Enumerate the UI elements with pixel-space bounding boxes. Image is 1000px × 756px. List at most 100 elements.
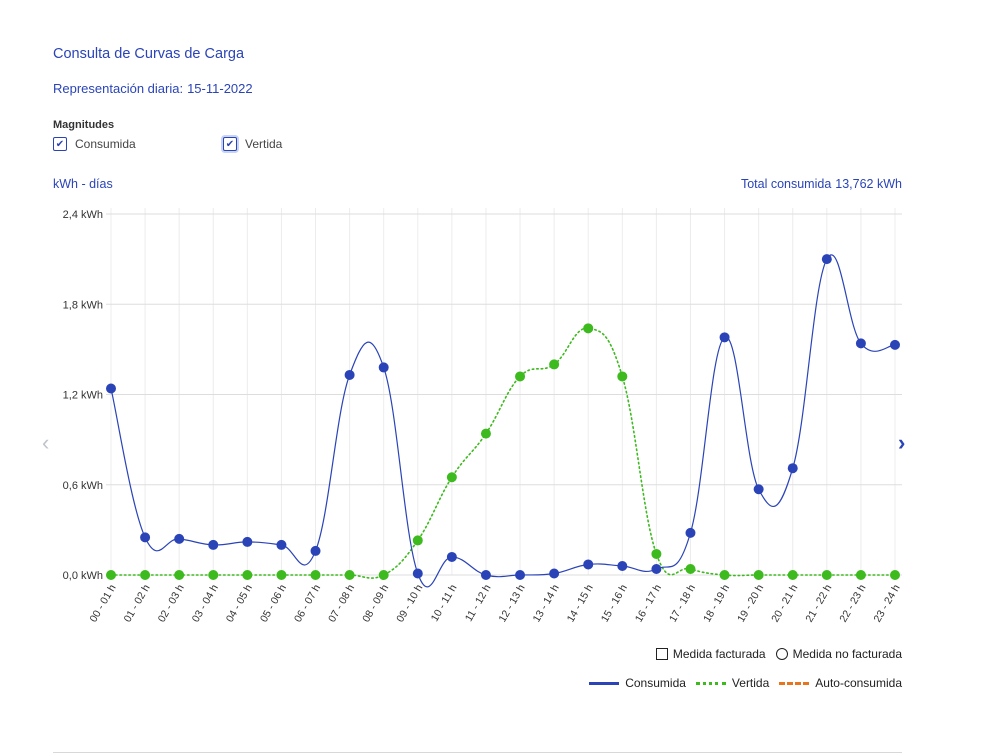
x-tick-label: 17 - 18 h (667, 582, 698, 624)
total-value: 13,762 kWh (835, 177, 902, 191)
x-tick-label: 10 - 11 h (429, 582, 460, 623)
data-point-consumida (276, 539, 287, 550)
dashed-line-icon (779, 681, 810, 685)
y-tick-label: 0,0 kWh (63, 570, 103, 582)
x-tick-label: 01 - 02 h (122, 582, 153, 624)
series-legend: Consumida Vertida Auto-consumida (579, 676, 902, 690)
x-tick-label: 05 - 06 h (258, 582, 289, 624)
data-point-consumida (549, 568, 560, 579)
checkmark-icon[interactable]: ✔ (223, 137, 237, 151)
x-tick-label: 08 - 09 h (360, 582, 391, 624)
legend-item-consumida[interactable]: Consumida (589, 676, 686, 690)
data-point-vertida (412, 535, 423, 546)
x-tick-label: 02 - 03 h (156, 582, 187, 624)
data-point-consumida (753, 484, 764, 495)
x-tick-label: 15 - 16 h (599, 582, 630, 624)
data-point-vertida (344, 570, 355, 580)
legend-consumida-label: Consumida (625, 676, 686, 690)
data-point-consumida (685, 527, 696, 538)
data-point-vertida (821, 570, 832, 580)
legend-medida-facturada: Medida facturada (672, 647, 766, 661)
y-tick-label: 1,2 kWh (63, 390, 103, 402)
data-point-vertida (208, 570, 219, 580)
x-tick-label: 03 - 04 h (190, 582, 221, 624)
divider (53, 752, 902, 753)
checkbox-consumida[interactable]: ✔ Consumida (53, 137, 136, 151)
data-point-vertida (617, 371, 628, 382)
x-tick-label: 12 - 13 h (497, 582, 528, 624)
data-point-consumida (378, 362, 389, 373)
subtitle: Representación diaria: 15-11-2022 (53, 81, 253, 96)
y-tick-label: 1,8 kWh (63, 299, 103, 311)
x-tick-label: 13 - 14 h (531, 582, 562, 624)
data-point-vertida (174, 570, 185, 580)
x-tick-label: 11 - 12 h (463, 582, 494, 623)
data-point-consumida (412, 568, 423, 579)
data-point-vertida (583, 323, 594, 334)
data-point-consumida (890, 339, 900, 350)
data-point-vertida (719, 570, 730, 580)
x-tick-label: 19 - 20 h (735, 582, 766, 624)
legend-item-vertida[interactable]: Vertida (695, 676, 769, 690)
x-tick-label: 04 - 05 h (224, 582, 255, 624)
legend-item-autoconsumida[interactable]: Auto-consumida (779, 676, 902, 690)
data-point-consumida (617, 560, 628, 571)
checkbox-vertida[interactable]: ✔ Vertida (223, 137, 282, 151)
x-tick-label: 00 - 01 h (87, 582, 118, 624)
data-point-vertida (276, 570, 287, 580)
data-point-vertida (651, 548, 662, 559)
y-tick-label: 2,4 kWh (63, 209, 103, 221)
data-point-vertida (890, 570, 900, 580)
x-tick-label: 16 - 17 h (633, 582, 664, 624)
data-point-vertida (787, 570, 798, 580)
dotted-line-icon (695, 681, 726, 685)
series-line-vertida (110, 327, 896, 579)
x-tick-label: 22 - 23 h (837, 582, 868, 624)
checkbox-vertida-label: Vertida (245, 137, 283, 151)
data-point-consumida (821, 254, 832, 265)
data-point-vertida (480, 428, 491, 439)
data-point-consumida (446, 551, 457, 562)
total-consumida: Total consumida 13,762 kWh (741, 177, 902, 191)
data-point-consumida (583, 559, 594, 570)
data-point-consumida (855, 338, 866, 349)
checkmark-icon[interactable]: ✔ (53, 137, 67, 151)
data-point-consumida (515, 570, 526, 580)
chevron-left-icon[interactable]: ‹ (42, 430, 50, 455)
x-tick-label: 21 - 22 h (803, 582, 834, 624)
data-point-vertida (378, 570, 389, 580)
data-point-vertida (549, 359, 560, 370)
x-tick-label: 23 - 24 h (871, 582, 902, 624)
measure-legend: Medida facturada Medida no facturada (655, 647, 902, 661)
data-point-vertida (855, 570, 866, 580)
subtitle-label: Representación diaria: (53, 81, 184, 96)
magnitudes-label: Magnitudes (53, 119, 115, 131)
data-point-vertida (242, 570, 253, 580)
data-point-consumida (480, 570, 491, 580)
data-point-consumida (208, 539, 219, 550)
data-point-consumida (310, 545, 321, 556)
data-point-vertida (140, 570, 151, 580)
total-label: Total consumida (740, 177, 832, 191)
data-point-vertida (515, 371, 526, 382)
data-point-vertida (446, 472, 457, 483)
unit-label: kWh - días (53, 177, 113, 191)
data-point-consumida (106, 383, 116, 394)
data-point-consumida (242, 536, 253, 547)
data-point-consumida (140, 532, 151, 543)
x-tick-label: 14 - 15 h (565, 582, 596, 624)
data-point-consumida (787, 463, 798, 474)
page-title: Consulta de Curvas de Carga (53, 46, 245, 62)
x-tick-label: 18 - 19 h (701, 582, 732, 624)
data-point-vertida (106, 570, 116, 580)
x-tick-label: 07 - 08 h (326, 582, 357, 624)
data-point-vertida (685, 563, 696, 574)
solid-line-icon (589, 681, 620, 685)
circle-icon (775, 648, 788, 660)
subtitle-date: 15-11-2022 (187, 81, 253, 96)
legend-autoconsumida-label: Auto-consumida (815, 676, 902, 690)
chevron-right-icon[interactable]: › (898, 430, 906, 455)
square-icon (655, 648, 668, 660)
checkbox-consumida-label: Consumida (75, 137, 136, 151)
